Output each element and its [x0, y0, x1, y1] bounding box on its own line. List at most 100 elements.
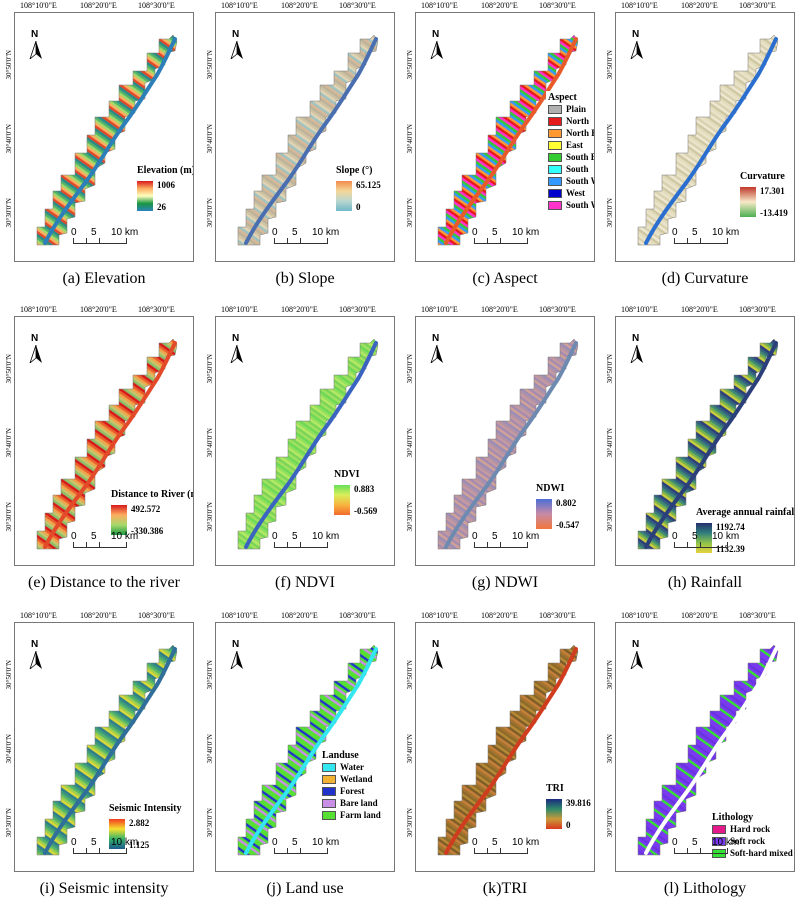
legend-title: TRI — [546, 783, 564, 794]
map-frame: N Average annual rainfall (mm) 1192.74 1132… — [615, 316, 795, 566]
legend-item: Forest — [322, 785, 381, 797]
map-panel-rainfall: 108°10'0"E 108°20'0"E 108°30'0"E 30°50'0"N 3… — [605, 304, 801, 605]
map-frame: N Elevation (m) 1006 26 0 5 10 km — [14, 12, 194, 262]
map-frame: N Distance to River (m) 492.572 -330.386 0 5 1… — [14, 316, 194, 566]
north-label: N — [31, 639, 39, 650]
longitude-labels: 108°10'0"E 108°20'0"E 108°30'0"E — [615, 304, 795, 316]
longitude-label: 108°30'0"E — [339, 305, 376, 314]
map-raster — [637, 644, 779, 856]
north-label: N — [232, 29, 240, 40]
legend-item: Soft rock — [712, 835, 794, 847]
latitude-label: 30°30'0"N — [406, 808, 414, 838]
longitude-labels: 108°10'0"E 108°20'0"E 108°30'0"E — [14, 0, 194, 12]
map-panel-distance-river: 108°10'0"E 108°20'0"E 108°30'0"E 30°50'0"N 3… — [4, 304, 200, 605]
latitude-labels: 30°50'0"N 30°40'0"N 30°30'0"N — [4, 316, 14, 566]
legend-item: South — [548, 163, 594, 175]
scale-label: 10 km — [512, 227, 540, 238]
longitude-label: 108°10'0"E — [221, 1, 258, 10]
ramp-max-label: 1192.74 — [716, 522, 745, 532]
longitude-labels: 108°10'0"E 108°20'0"E 108°30'0"E — [615, 610, 795, 622]
scale-bar: 0 5 10 km — [672, 837, 742, 855]
legend-title: Average annual rainfall (mm) — [696, 507, 795, 518]
map-panel-aspect: 108°10'0"E 108°20'0"E 108°30'0"E 30°50'0"N 3… — [405, 0, 601, 301]
map-raster — [637, 338, 779, 550]
legend-swatch — [322, 762, 336, 772]
study-area-footprint — [637, 644, 779, 856]
longitude-label: 108°10'0"E — [421, 611, 458, 620]
longitude-label: 108°20'0"E — [281, 1, 318, 10]
latitude-labels: 30°50'0"N 30°40'0"N 30°30'0"N — [405, 12, 415, 262]
ramp-min-label: 0 — [566, 820, 571, 830]
latitude-label: 30°50'0"N — [606, 50, 614, 80]
map-raster — [437, 644, 579, 856]
latitude-label: 30°30'0"N — [206, 198, 214, 228]
scale-label: 10 km — [312, 227, 340, 238]
longitude-label: 108°30'0"E — [339, 611, 376, 620]
ramp-max-label: 39.816 — [566, 798, 591, 808]
north-label: N — [432, 333, 440, 344]
scale-label: 10 km — [111, 227, 139, 238]
ramp-max-label: 492.572 — [131, 504, 161, 514]
legend-swatch — [548, 164, 562, 174]
color-ramp — [334, 485, 350, 515]
color-ramp — [111, 505, 127, 535]
longitude-labels: 108°10'0"E 108°20'0"E 108°30'0"E — [415, 0, 595, 12]
scale-label: 10 km — [712, 837, 740, 848]
study-area-footprint — [36, 644, 178, 856]
longitude-label: 108°10'0"E — [621, 305, 658, 314]
latitude-labels: 30°50'0"N 30°40'0"N 30°30'0"N — [205, 622, 215, 872]
legend-item: West — [548, 187, 594, 199]
panel-caption: (a) Elevation — [62, 270, 146, 287]
north-arrow-icon: N — [29, 333, 43, 365]
legend-item: North East — [548, 127, 594, 139]
north-label: N — [632, 29, 640, 40]
longitude-label: 108°10'0"E — [20, 305, 57, 314]
scale-label: 10 km — [111, 531, 139, 542]
longitude-label: 108°10'0"E — [421, 1, 458, 10]
legend-title: Lithology — [712, 812, 754, 823]
color-ramp — [137, 181, 153, 211]
scale-label: 10 km — [111, 837, 139, 848]
map-frame: N NDWI 0.802 -0.547 0 5 10 km — [415, 316, 595, 566]
latitude-label: 30°50'0"N — [206, 50, 214, 80]
map-frame: N Landuse Water Wetland Forest Bare land Farm … — [215, 622, 395, 872]
river-channel — [644, 341, 778, 549]
longitude-labels: 108°10'0"E 108°20'0"E 108°30'0"E — [14, 304, 194, 316]
latitude-label: 30°40'0"N — [606, 734, 614, 764]
longitude-label: 108°20'0"E — [681, 611, 718, 620]
latitude-labels: 30°50'0"N 30°40'0"N 30°30'0"N — [605, 622, 615, 872]
river-channel — [43, 647, 177, 855]
river-channel — [244, 341, 378, 549]
north-label: N — [432, 29, 440, 40]
scale-label: 0 — [272, 227, 278, 238]
study-area-footprint — [237, 644, 379, 856]
study-area-footprint — [237, 34, 379, 246]
longitude-label: 108°20'0"E — [281, 305, 318, 314]
latitude-label: 30°40'0"N — [206, 428, 214, 458]
scale-label: 0 — [472, 531, 478, 542]
ramp-max-label: 0.883 — [354, 484, 375, 494]
map-raster — [237, 34, 379, 246]
longitude-label: 108°20'0"E — [681, 1, 718, 10]
latitude-label: 30°50'0"N — [406, 354, 414, 384]
legend: Curvature 17.301 -13.419 — [740, 171, 794, 221]
legend-item: Farm land — [322, 809, 381, 821]
scale-label: 0 — [672, 531, 678, 542]
latitude-label: 30°30'0"N — [606, 502, 614, 532]
latitude-labels: 30°50'0"N 30°40'0"N 30°30'0"N — [605, 316, 615, 566]
river-channel — [244, 647, 378, 855]
legend-swatch — [548, 116, 562, 126]
latitude-labels: 30°50'0"N 30°40'0"N 30°30'0"N — [405, 622, 415, 872]
scale-label: 0 — [71, 227, 77, 238]
map-panel-tri: 108°10'0"E 108°20'0"E 108°30'0"E 30°50'0"N 3… — [405, 610, 601, 911]
river-channel — [244, 37, 378, 245]
scale-label: 10 km — [712, 227, 740, 238]
scale-label: 0 — [71, 531, 77, 542]
legend-item: Plain — [548, 103, 594, 115]
longitude-label: 108°20'0"E — [681, 305, 718, 314]
panel-caption: (e) Distance to the river — [28, 574, 180, 591]
river-channel — [444, 37, 578, 245]
map-panel-slope: 108°10'0"E 108°20'0"E 108°30'0"E 30°50'0"N 3… — [205, 0, 401, 301]
legend-swatch — [712, 824, 726, 834]
north-label: N — [31, 333, 39, 344]
